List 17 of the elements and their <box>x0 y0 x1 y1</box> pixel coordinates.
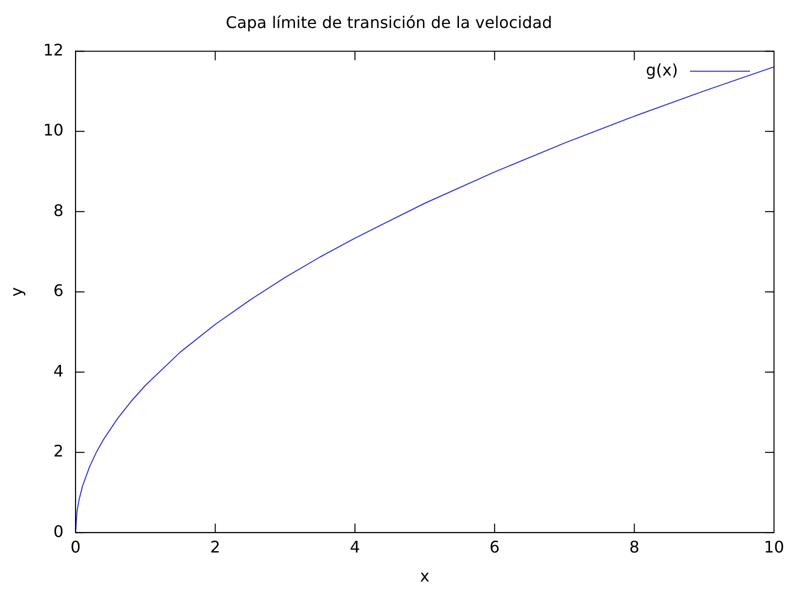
y-tick-label: 10 <box>43 120 64 140</box>
x-axis-title: x <box>420 566 430 586</box>
y-tick-label: 8 <box>53 200 64 220</box>
x-tick-label: 4 <box>350 537 360 556</box>
x-tick-label: 8 <box>629 537 640 556</box>
y-axis-title: y <box>6 287 26 297</box>
x-tick-label: 6 <box>490 537 500 556</box>
y-tick-label: 4 <box>53 361 64 380</box>
y-tick-label: 12 <box>43 40 64 60</box>
y-tick-label: 6 <box>53 281 64 300</box>
y-tick-label: 0 <box>53 522 64 541</box>
chart-title: Capa límite de transición de la velocidad <box>226 12 552 32</box>
legend-label: g(x) <box>646 60 678 80</box>
x-tick-label: 10 <box>764 537 784 556</box>
y-tick-label: 2 <box>53 442 64 461</box>
x-tick-label: 0 <box>70 537 81 556</box>
x-tick-label: 2 <box>210 537 220 556</box>
